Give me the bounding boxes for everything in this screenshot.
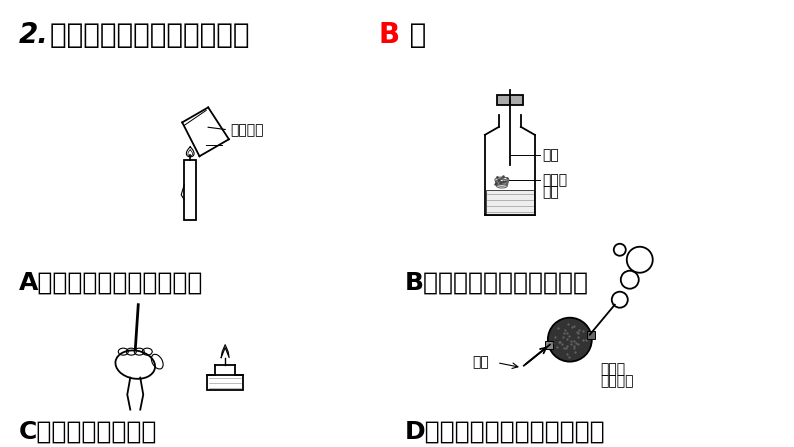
Bar bbox=[545, 341, 553, 349]
Text: ）: ） bbox=[400, 21, 426, 49]
Bar bbox=[486, 190, 534, 215]
Bar bbox=[497, 95, 523, 105]
Text: D．证明氢气的密度比空气小: D．证明氢气的密度比空气小 bbox=[405, 420, 606, 443]
Bar bbox=[207, 375, 243, 390]
Text: 鐵丝: 鐵丝 bbox=[542, 185, 559, 199]
Text: 干冷烧杯: 干冷烧杯 bbox=[230, 123, 264, 137]
Text: 氢气流: 氢气流 bbox=[599, 363, 625, 377]
Text: 下列实验设计不合理的是（: 下列实验设计不合理的是（ bbox=[50, 21, 260, 49]
Circle shape bbox=[548, 318, 592, 362]
Text: 氢气: 氢气 bbox=[472, 356, 488, 370]
Bar bbox=[587, 331, 595, 339]
Polygon shape bbox=[187, 147, 194, 157]
Text: 生锈的: 生锈的 bbox=[542, 173, 567, 187]
Text: 吹肥皂泡: 吹肥皂泡 bbox=[599, 375, 634, 388]
Bar bbox=[184, 160, 196, 220]
Text: B: B bbox=[378, 21, 399, 49]
Text: 2.: 2. bbox=[18, 21, 48, 49]
Text: A．证明蜡烛燃烧有水生成: A．证明蜡烛燃烧有水生成 bbox=[18, 271, 202, 295]
Text: B．证明鐵在氧气中能燃烧: B．证明鐵在氧气中能燃烧 bbox=[405, 271, 589, 295]
Text: C．检验氢气的纯度: C．检验氢气的纯度 bbox=[18, 420, 156, 443]
Text: 氧气: 氧气 bbox=[542, 148, 559, 162]
